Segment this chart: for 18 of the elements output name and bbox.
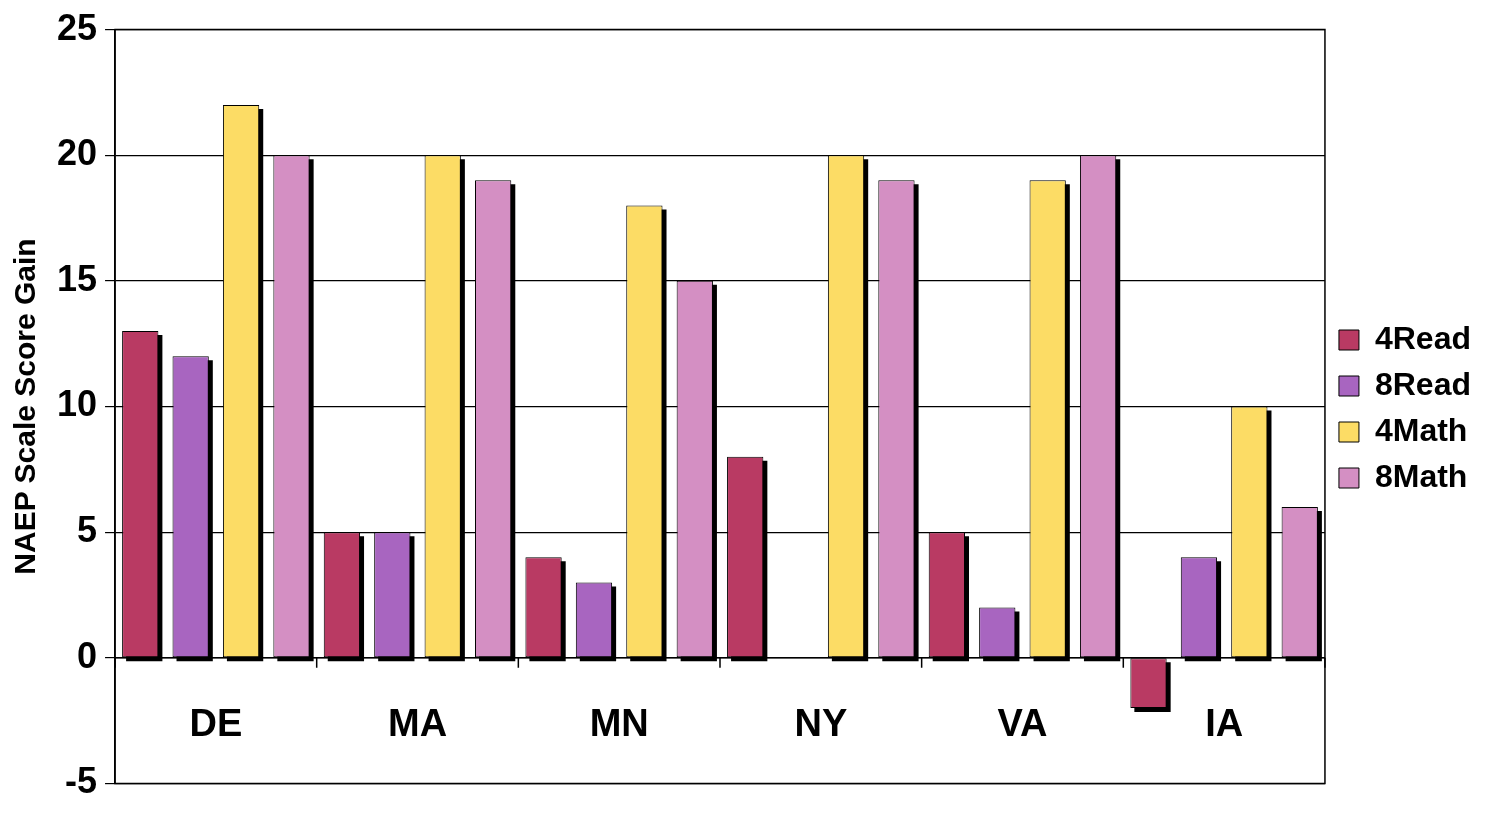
x-tick-label: VA [997, 702, 1048, 745]
x-tick-label: NY [794, 702, 848, 745]
y-tick-label: 15 [57, 257, 98, 299]
y-axis-title: NAEP Scale Score Gain [8, 238, 42, 575]
x-tick-label: DE [189, 702, 243, 745]
legend-label: 8Read [1374, 365, 1471, 402]
y-tick-label: 10 [57, 383, 98, 425]
legend-label: 4Math [1374, 411, 1468, 448]
legend-label: 8Math [1374, 457, 1468, 494]
y-tick-label: 0 [77, 634, 98, 676]
x-tick-label: IA [1205, 702, 1244, 745]
y-tick-label: 25 [57, 6, 98, 48]
x-tick-label: MN [589, 702, 649, 745]
legend-label: 4Read [1374, 319, 1471, 356]
x-tick-label: MA [387, 702, 448, 745]
y-tick-label: 20 [57, 132, 98, 174]
y-tick-label: -5 [65, 760, 98, 802]
y-tick-label: 5 [77, 509, 98, 551]
